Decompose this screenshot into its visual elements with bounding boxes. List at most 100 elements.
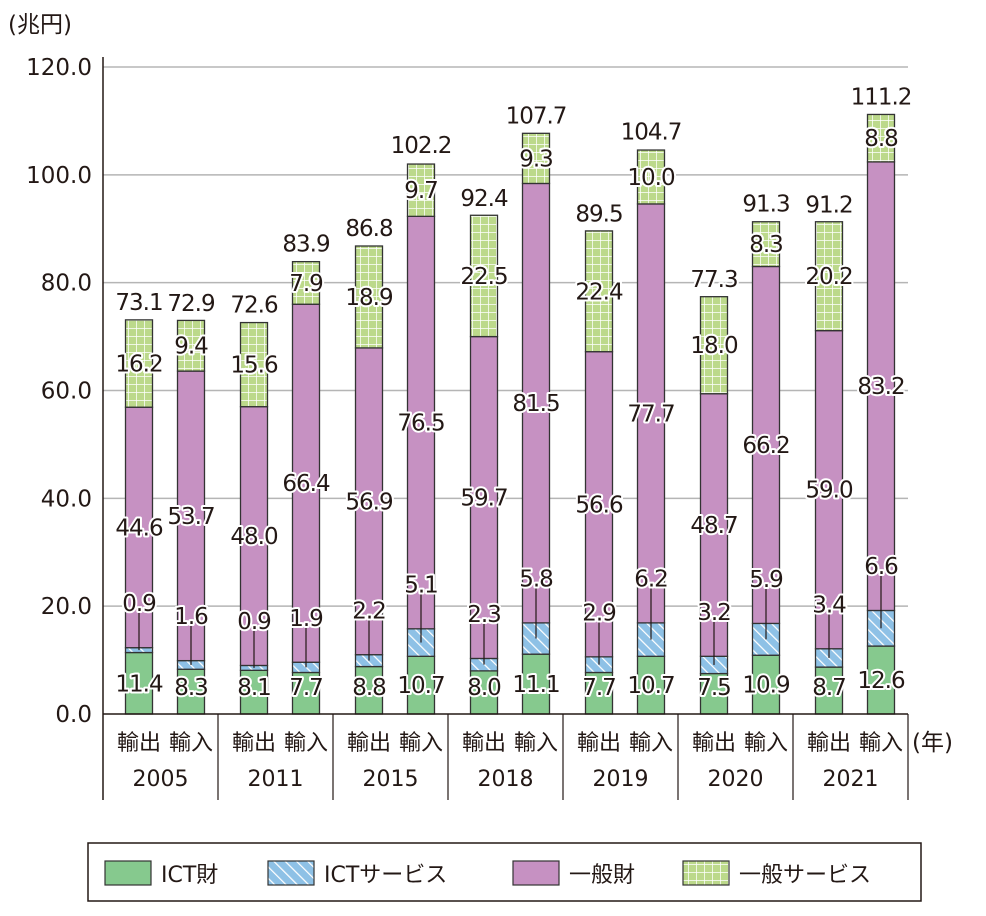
legend-label: 一般財	[569, 863, 635, 888]
total-label: 91.2	[805, 192, 852, 218]
subcategory-label: 輸出	[117, 731, 161, 756]
data-label: 66.4	[282, 471, 330, 497]
year-label: 2015	[363, 767, 419, 792]
bar-segment	[291, 671, 321, 715]
data-label: 77.7	[627, 401, 674, 427]
bar-segment	[751, 221, 781, 268]
total-label: 104.7	[621, 119, 682, 145]
data-label: 7.9	[289, 271, 323, 297]
data-label: 15.6	[230, 353, 278, 379]
year-label: 2018	[478, 767, 534, 792]
subcategory-label: 輸入	[284, 731, 328, 756]
data-label: 6.6	[864, 554, 898, 580]
total-label: 92.4	[460, 186, 508, 212]
bar-segment	[469, 214, 499, 338]
bar-segment	[636, 149, 666, 205]
data-label: 8.8	[352, 675, 386, 701]
legend-swatch	[512, 860, 560, 886]
bar-segment	[751, 265, 781, 625]
total-label: 83.9	[282, 232, 330, 258]
data-label: 20.2	[805, 264, 852, 290]
y-tick-label: 100.0	[26, 163, 92, 189]
data-label: 11.4	[115, 671, 163, 697]
data-label: 48.0	[230, 524, 278, 550]
data-label: 2.2	[352, 598, 386, 624]
subcategory-label: 輸出	[347, 731, 391, 756]
y-tick-label: 120.0	[26, 55, 92, 81]
year-label: 2011	[248, 767, 304, 792]
data-label: 6.2	[634, 566, 668, 592]
data-label: 9.4	[174, 334, 208, 360]
bar-segment	[176, 319, 206, 372]
data-label: 1.6	[174, 604, 208, 630]
legend-label: ICTサービス	[324, 863, 447, 888]
subcategory-label: 輸入	[859, 731, 903, 756]
data-label: 81.5	[512, 391, 559, 417]
subcategory-label: 輸出	[577, 731, 621, 756]
data-label: 44.6	[115, 515, 163, 541]
data-label: 7.7	[582, 675, 616, 701]
bar-segment	[699, 672, 729, 715]
data-label: 5.8	[519, 566, 553, 592]
bar-segment	[814, 221, 844, 332]
bar-segment	[354, 665, 384, 715]
data-label: 22.4	[575, 279, 623, 305]
subcategory-label: 輸出	[692, 731, 736, 756]
legend-swatch	[104, 860, 152, 886]
year-label: 2005	[133, 767, 189, 792]
data-label: 7.5	[697, 675, 731, 701]
subcategory-label: 輸入	[169, 731, 213, 756]
data-label: 83.2	[857, 374, 904, 400]
data-label: 18.0	[690, 333, 738, 359]
subcategory-label: 輸出	[232, 731, 276, 756]
data-label: 1.9	[289, 606, 323, 632]
bar-segment	[636, 655, 666, 715]
y-tick-label: 60.0	[41, 379, 92, 405]
bar-segment	[124, 406, 154, 649]
data-label: 8.8	[864, 126, 898, 152]
y-tick-label: 40.0	[41, 486, 92, 512]
data-label: 9.3	[519, 146, 553, 172]
data-label: 16.2	[115, 352, 162, 378]
data-label: 8.3	[174, 675, 208, 701]
data-label: 0.9	[122, 591, 156, 617]
data-label: 10.0	[627, 165, 675, 191]
total-label: 73.1	[115, 290, 162, 316]
total-label: 77.3	[690, 267, 737, 293]
bar-segment	[521, 132, 551, 185]
total-label: 111.2	[851, 84, 912, 110]
data-label: 48.7	[690, 513, 737, 539]
total-label: 102.2	[391, 133, 452, 159]
subcategory-label: 輸入	[744, 731, 788, 756]
subcategory-label: 輸入	[629, 731, 673, 756]
data-label: 59.0	[805, 478, 853, 504]
bar-segment	[354, 245, 384, 349]
total-label: 86.8	[345, 216, 393, 242]
data-label: 66.2	[742, 433, 789, 459]
data-label: 10.9	[742, 673, 790, 699]
bar-segment	[699, 393, 729, 657]
bar-segment	[584, 351, 614, 658]
bar-segment	[584, 230, 614, 353]
data-label: 5.9	[749, 567, 783, 593]
bar-segment	[866, 161, 896, 612]
bar-segment	[699, 296, 729, 395]
bar-segment	[521, 653, 551, 715]
bar-segment	[291, 260, 321, 305]
data-label: 56.6	[575, 492, 623, 518]
bar-segment	[239, 321, 269, 408]
data-label: 8.3	[749, 232, 783, 258]
total-label: 91.3	[742, 192, 789, 218]
y-tick-label: 0.0	[55, 702, 92, 728]
subcategory-label: 輸出	[462, 731, 506, 756]
bar-segment	[406, 163, 436, 217]
legend-box	[87, 842, 922, 902]
data-label: 8.1	[237, 675, 271, 701]
data-label: 3.4	[812, 592, 846, 618]
total-label: 72.9	[167, 291, 215, 317]
data-label: 22.5	[460, 264, 507, 290]
data-label: 3.2	[697, 600, 731, 626]
data-label: 76.5	[397, 411, 444, 437]
total-label: 89.5	[575, 201, 622, 227]
data-label: 9.7	[404, 178, 438, 204]
